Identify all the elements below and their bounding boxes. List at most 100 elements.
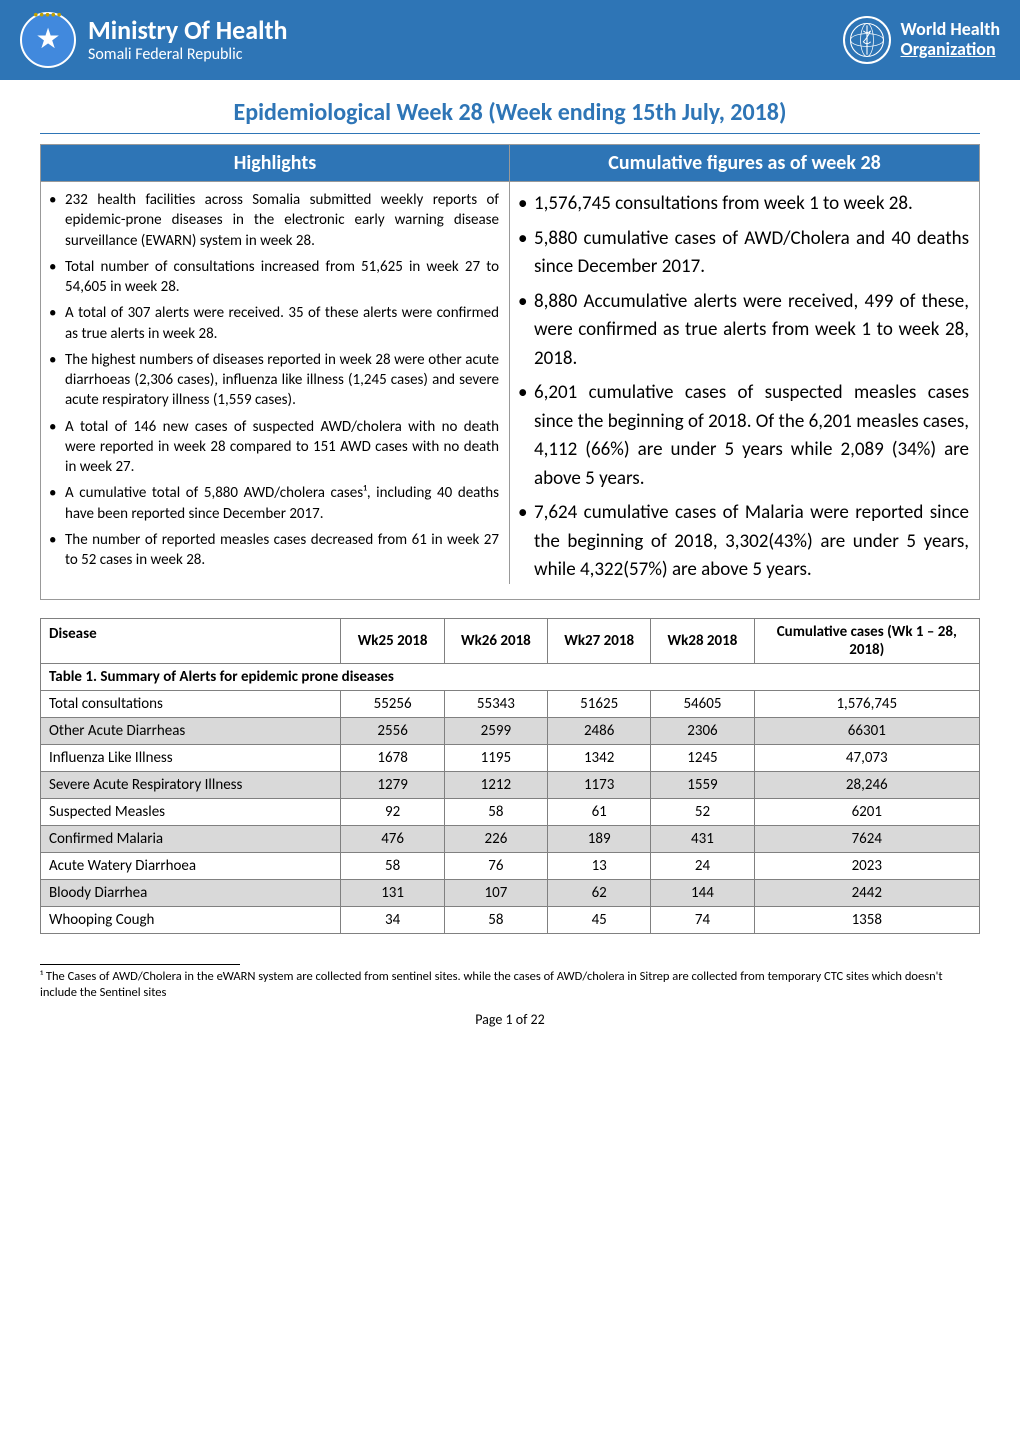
cell: 6201 <box>754 798 979 825</box>
highlight-item: Total number of consultations increased … <box>47 257 499 298</box>
table-row: Confirmed Malaria 476 226 189 431 7624 <box>41 825 980 852</box>
table-caption: Table 1. Summary of Alerts for epidemic … <box>41 663 980 690</box>
cell: 1212 <box>444 771 547 798</box>
cell: 62 <box>548 879 651 906</box>
table-caption-row: Table 1. Summary of Alerts for epidemic … <box>41 663 980 690</box>
cell: 54605 <box>651 690 754 717</box>
col-disease: Disease <box>41 618 341 663</box>
cell: Acute Watery Diarrhoea <box>41 852 341 879</box>
cell: 55343 <box>444 690 547 717</box>
cell: 58 <box>444 906 547 933</box>
cumulative-header: Cumulative figures as of week 28 <box>510 145 979 182</box>
cell: 92 <box>341 798 444 825</box>
cell: 2023 <box>754 852 979 879</box>
highlights-body: 232 health facilities across Somalia sub… <box>41 182 510 584</box>
cell: 1678 <box>341 744 444 771</box>
cell: 1,576,745 <box>754 690 979 717</box>
who-text-block: World Health Organization <box>901 20 1000 60</box>
cell: 1173 <box>548 771 651 798</box>
cell: 2556 <box>341 717 444 744</box>
footnote-text: ¹ The Cases of AWD/Cholera in the eWARN … <box>40 969 980 1002</box>
cell: 61 <box>548 798 651 825</box>
cell: 24 <box>651 852 754 879</box>
cell: 74 <box>651 906 754 933</box>
highlights-header: Highlights <box>41 145 510 182</box>
highlight-item: 232 health facilities across Somalia sub… <box>47 190 499 251</box>
highlights-list: 232 health facilities across Somalia sub… <box>47 190 499 570</box>
footnote-separator <box>40 964 240 965</box>
ministry-title: Ministry Of Health <box>88 16 287 45</box>
col-wk27: Wk27 2018 <box>548 618 651 663</box>
col-wk25: Wk25 2018 <box>341 618 444 663</box>
highlight-item: A total of 146 new cases of suspected AW… <box>47 417 499 478</box>
highlight-item: The highest numbers of diseases reported… <box>47 350 499 411</box>
col-cumulative: Cumulative cases (Wk 1 – 28, 2018) <box>754 618 979 663</box>
cell: 1559 <box>651 771 754 798</box>
flag-dots-icon: ●●●●● <box>33 10 62 20</box>
table-row: Total consultations 55256 55343 51625 54… <box>41 690 980 717</box>
cell: 58 <box>341 852 444 879</box>
cell: 476 <box>341 825 444 852</box>
table-row: Severe Acute Respiratory Illness 1279 12… <box>41 771 980 798</box>
cell: 58 <box>444 798 547 825</box>
header-left: ●●●●● Ministry Of Health Somali Federal … <box>20 12 287 68</box>
cell: Total consultations <box>41 690 341 717</box>
cell: 51625 <box>548 690 651 717</box>
table-row: Whooping Cough 34 58 45 74 1358 <box>41 906 980 933</box>
highlight-item: The number of reported measles cases dec… <box>47 530 499 571</box>
cell: 144 <box>651 879 754 906</box>
cumulative-item: 5,880 cumulative cases of AWD/Cholera an… <box>516 225 969 282</box>
cell: Severe Acute Respiratory Illness <box>41 771 341 798</box>
cumulative-body: 1,576,745 consultations from week 1 to w… <box>510 182 979 599</box>
cell: 2486 <box>548 717 651 744</box>
cell: 1342 <box>548 744 651 771</box>
cell: 52 <box>651 798 754 825</box>
ministry-text-block: Ministry Of Health Somali Federal Republ… <box>88 16 287 64</box>
cell: 13 <box>548 852 651 879</box>
cell: 66301 <box>754 717 979 744</box>
cell: Suspected Measles <box>41 798 341 825</box>
cell: 1358 <box>754 906 979 933</box>
cumulative-item: 7,624 cumulative cases of Malaria were r… <box>516 499 969 585</box>
cell: 2306 <box>651 717 754 744</box>
cell: 431 <box>651 825 754 852</box>
cell: 7624 <box>754 825 979 852</box>
table-row: Other Acute Diarrheas 2556 2599 2486 230… <box>41 717 980 744</box>
alerts-table: Table 1. Summary of Alerts for epidemic … <box>40 618 980 934</box>
who-emblem-icon <box>843 16 891 64</box>
cell: 47,073 <box>754 744 979 771</box>
col-wk26: Wk26 2018 <box>444 618 547 663</box>
header-bar: ●●●●● Ministry Of Health Somali Federal … <box>0 0 1020 80</box>
cell: 2599 <box>444 717 547 744</box>
cell: 189 <box>548 825 651 852</box>
table-body: Total consultations 55256 55343 51625 54… <box>41 690 980 933</box>
cumulative-list: 1,576,745 consultations from week 1 to w… <box>516 190 969 585</box>
cell: 2442 <box>754 879 979 906</box>
table-row: Acute Watery Diarrhoea 58 76 13 24 2023 <box>41 852 980 879</box>
cell: Confirmed Malaria <box>41 825 341 852</box>
somalia-flag-icon: ●●●●● <box>20 12 76 68</box>
cell: 45 <box>548 906 651 933</box>
header-right: World Health Organization <box>843 16 1000 64</box>
cell: 28,246 <box>754 771 979 798</box>
cell: Other Acute Diarrheas <box>41 717 341 744</box>
table-row: Bloody Diarrhea 131 107 62 144 2442 <box>41 879 980 906</box>
cell: 1195 <box>444 744 547 771</box>
title-underline <box>40 133 980 134</box>
cumulative-column: Cumulative figures as of week 28 1,576,7… <box>510 145 979 599</box>
cell: 131 <box>341 879 444 906</box>
two-column-section: Highlights 232 health facilities across … <box>40 144 980 600</box>
highlight-item: A cumulative total of 5,880 AWD/cholera … <box>47 483 499 524</box>
who-line2: Organization <box>901 40 1000 60</box>
cell: 1245 <box>651 744 754 771</box>
cell: Bloody Diarrhea <box>41 879 341 906</box>
highlight-item: A total of 307 alerts were received. 35 … <box>47 303 499 344</box>
cell: 226 <box>444 825 547 852</box>
page-title: Epidemiological Week 28 (Week ending 15t… <box>0 80 1020 133</box>
cell: Whooping Cough <box>41 906 341 933</box>
table-row: Influenza Like Illness 1678 1195 1342 12… <box>41 744 980 771</box>
cumulative-item: 6,201 cumulative cases of suspected meas… <box>516 379 969 493</box>
ministry-subtitle: Somali Federal Republic <box>88 45 287 64</box>
cell: 34 <box>341 906 444 933</box>
cumulative-item: 1,576,745 consultations from week 1 to w… <box>516 190 969 219</box>
